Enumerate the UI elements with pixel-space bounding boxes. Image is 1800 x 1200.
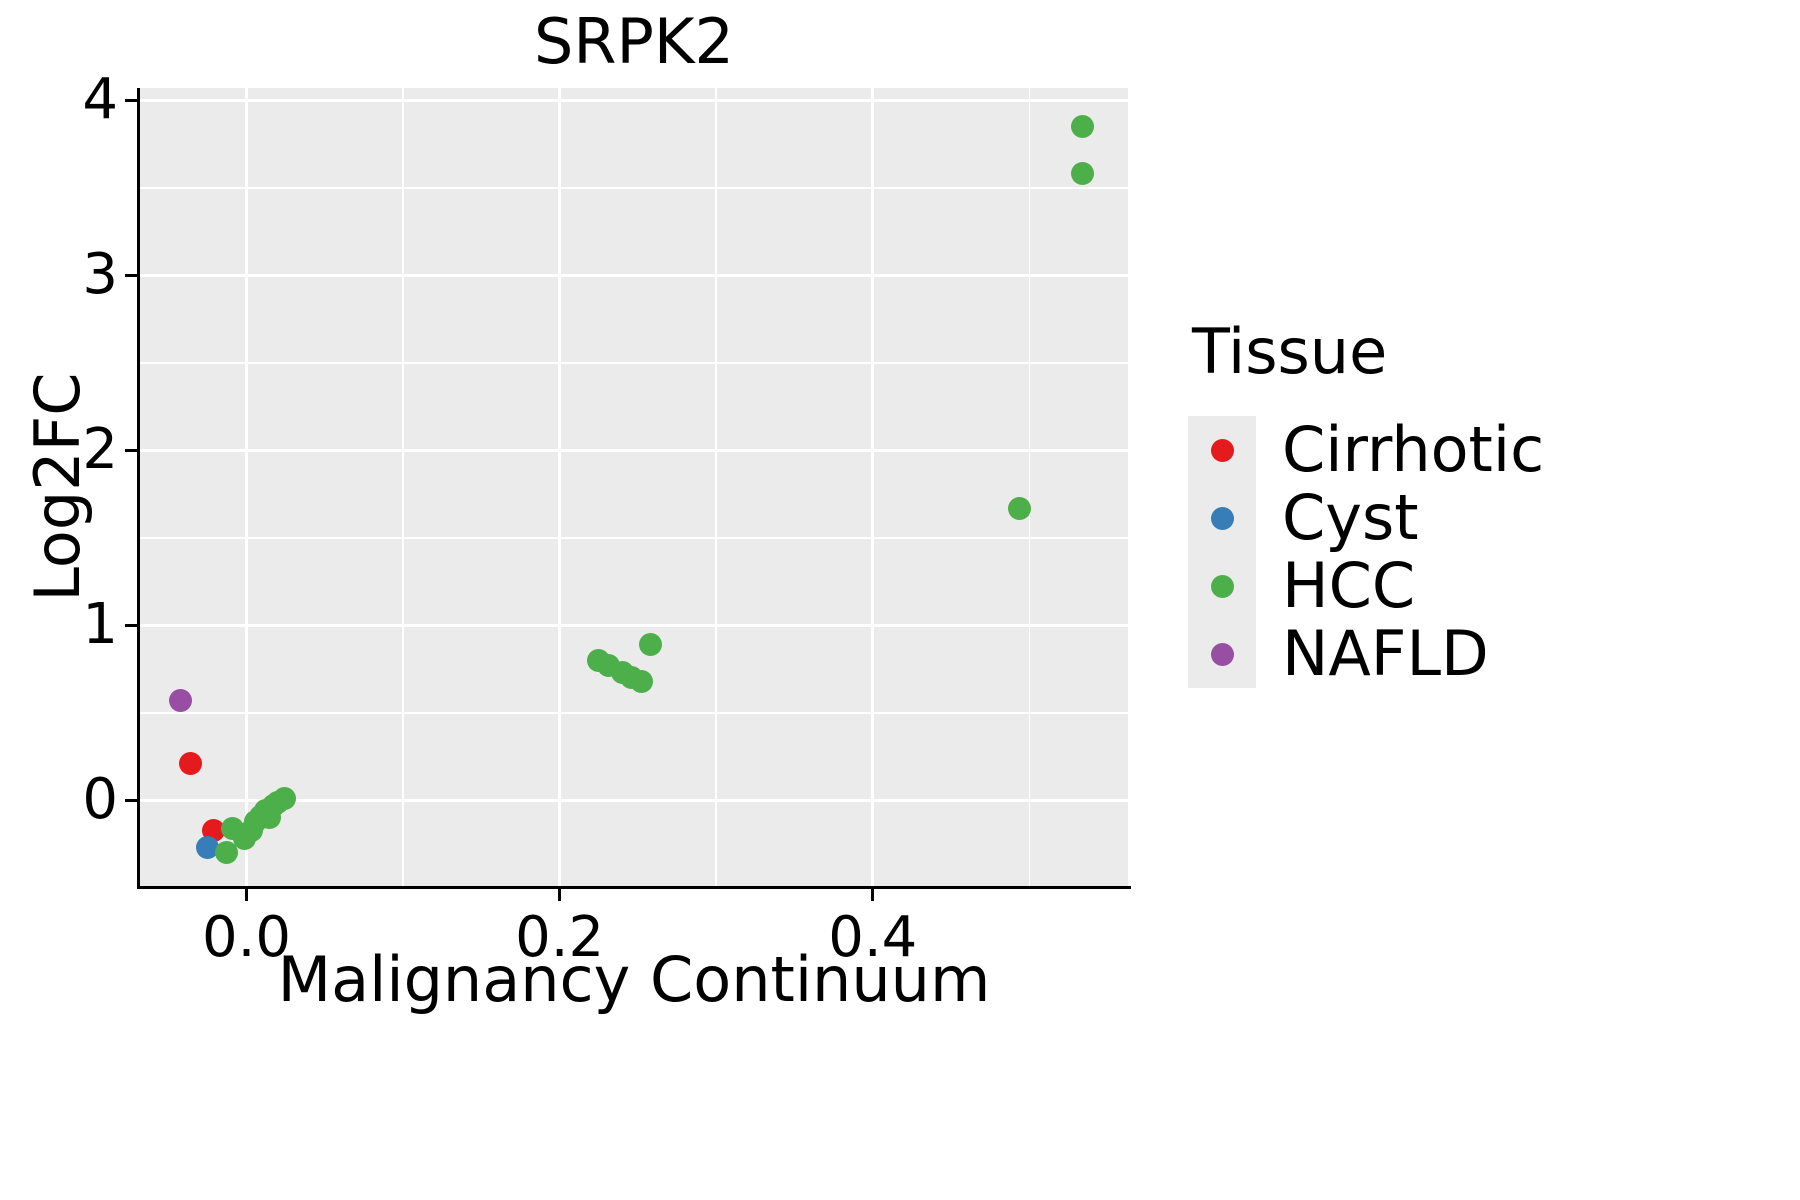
legend-key: [1188, 484, 1256, 553]
legend-row-cirrhotic: Cirrhotic: [1188, 413, 1545, 487]
legend-label: Cirrhotic: [1282, 413, 1545, 487]
legend-row-cyst: Cyst: [1188, 481, 1544, 555]
y-axis-line: [137, 88, 140, 889]
x-tick-mark: [244, 889, 248, 901]
cyst-dot-icon: [1210, 506, 1234, 530]
data-point-hcc: [272, 787, 296, 810]
x-tick-mark: [871, 889, 875, 901]
x-axis-line: [137, 886, 1131, 889]
legend: Tissue Cirrhotic Cyst HCC NAFLD: [1188, 315, 1545, 691]
data-point-nafld: [169, 689, 193, 712]
data-point-hcc: [214, 841, 238, 865]
x-tick-label: 0.0: [201, 905, 291, 970]
cirrhotic-dot-icon: [1210, 438, 1234, 462]
data-point-hcc: [638, 633, 662, 656]
y-axis-title: Log2FC: [21, 372, 94, 602]
plot-title: SRPK2: [534, 5, 734, 78]
data-point-hcc: [1071, 162, 1095, 186]
gridline-major-x: [871, 88, 875, 886]
legend-key: [1188, 552, 1256, 621]
legend-label: NAFLD: [1282, 617, 1489, 691]
x-tick-label: 0.4: [828, 905, 918, 970]
y-tick-mark: [125, 98, 137, 102]
gridline-minor-y: [140, 712, 1128, 714]
y-tick-mark: [125, 448, 137, 452]
legend-label: Cyst: [1282, 481, 1419, 555]
gridline-major-y: [140, 798, 1128, 802]
data-point-hcc: [1008, 496, 1032, 520]
data-point-hcc: [629, 669, 653, 693]
gridline-major-y: [140, 273, 1128, 277]
gridline-major-y: [140, 448, 1128, 452]
hcc-dot-icon: [1210, 574, 1234, 598]
gridline-major-x: [558, 88, 562, 886]
gridline-minor-x: [402, 88, 404, 886]
legend-key: [1188, 416, 1256, 485]
y-tick-mark: [125, 273, 137, 277]
data-point-hcc: [1071, 115, 1095, 138]
legend-label: HCC: [1282, 549, 1416, 623]
x-tick-mark: [558, 889, 562, 901]
y-tick-label: 1: [82, 592, 118, 658]
gridline-minor-y: [140, 362, 1128, 364]
x-tick-label: 0.2: [515, 905, 605, 970]
gridline-minor-x: [715, 88, 717, 886]
y-tick-mark: [125, 623, 137, 627]
nafld-dot-icon: [1210, 642, 1234, 666]
data-point-cyst: [195, 836, 219, 859]
gridline-minor-x: [1028, 88, 1031, 886]
y-tick-label: 2: [82, 417, 118, 483]
gridline-major-x: [244, 88, 248, 886]
gridline-minor-y: [140, 187, 1128, 189]
legend-key: [1188, 620, 1256, 689]
legend-row-nafld: NAFLD: [1188, 617, 1544, 691]
gridline-major-y: [140, 623, 1128, 627]
gridline-major-y: [140, 98, 1128, 102]
x-axis-title: Malignancy Continuum: [277, 943, 991, 1016]
plot-panel: [140, 88, 1128, 886]
data-point-cirrhotic: [178, 752, 202, 775]
y-tick-label: 4: [82, 67, 118, 133]
y-tick-mark: [125, 798, 137, 802]
gridline-minor-y: [140, 537, 1128, 539]
y-tick-label: 0: [82, 767, 118, 833]
legend-title: Tissue: [1192, 315, 1388, 388]
y-tick-label: 3: [82, 242, 118, 308]
legend-row-hcc: HCC: [1188, 549, 1544, 623]
data-point-cirrhotic: [202, 818, 226, 842]
